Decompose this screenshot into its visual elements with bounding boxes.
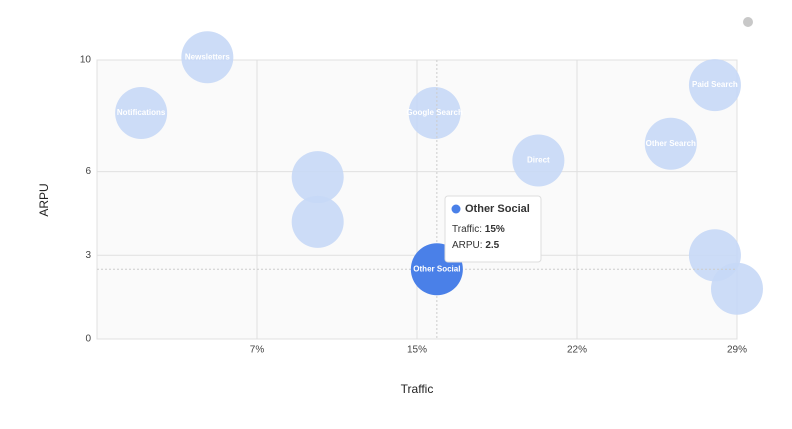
tooltip-title: Other Social (465, 203, 530, 215)
tooltip-key: Traffic: (452, 224, 485, 235)
tooltip-value: 2.5 (485, 240, 499, 251)
bubble (115, 87, 168, 140)
bubble (711, 262, 763, 315)
bubble-label: Notifications (117, 108, 166, 117)
y-tick-label: 6 (85, 166, 91, 177)
bubble (291, 195, 344, 248)
y-tick-label: 3 (85, 250, 91, 261)
bubble (512, 134, 565, 187)
bubble (181, 31, 234, 84)
tooltip-swatch (451, 204, 461, 214)
x-tick-label: 7% (250, 345, 265, 356)
tooltip-line: ARPU: 2.5 (452, 240, 500, 251)
tooltip: Other Social Traffic: 15% ARPU: 2.5 (444, 195, 542, 263)
bubble (408, 87, 461, 140)
x-axis-label: Traffic (401, 382, 434, 396)
x-tick-label: 29% (727, 345, 747, 356)
tooltip-box (444, 195, 542, 263)
bubble-label: Google Search (406, 108, 463, 117)
tooltip-key: ARPU: (452, 240, 485, 251)
x-tick-label: 22% (567, 345, 587, 356)
bubble-label: Direct (527, 156, 550, 165)
x-tick-label: 15% (407, 345, 427, 356)
y-axis-label: ARPU (37, 183, 51, 216)
bubble (644, 117, 697, 170)
y-tick-label: 10 (80, 55, 92, 66)
bubble-label: Other Social (413, 264, 460, 273)
tooltip-value: 15% (485, 224, 505, 235)
tooltip-line: Traffic: 15% (452, 224, 505, 235)
bubble (291, 151, 344, 204)
bubble-label: Newsletters (185, 52, 230, 61)
y-tick-label: 0 (85, 334, 91, 345)
info-icon[interactable] (743, 17, 753, 27)
bubble-label: Paid Search (692, 80, 738, 89)
bubble-label: Other Search (646, 139, 696, 148)
bubble (688, 59, 741, 112)
